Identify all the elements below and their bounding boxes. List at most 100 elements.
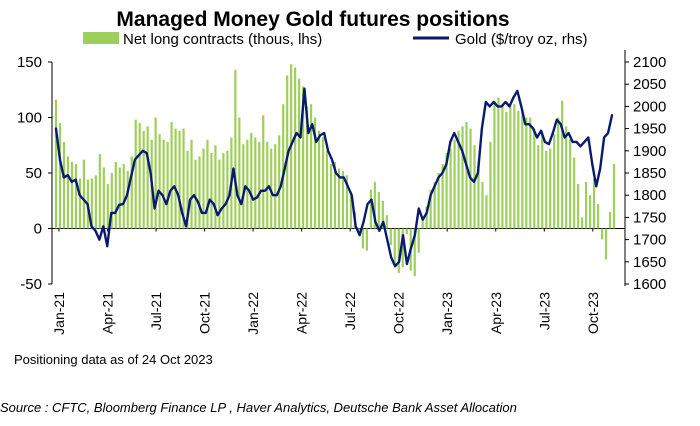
- net-long-bar: [218, 159, 221, 229]
- net-long-bar: [373, 181, 376, 229]
- net-long-bar: [433, 181, 436, 229]
- net-long-bar: [445, 153, 448, 229]
- net-long-bar: [505, 111, 508, 229]
- x-tick-label: Apr-23: [488, 292, 504, 334]
- net-long-bar: [130, 156, 133, 229]
- net-long-bar: [206, 139, 209, 229]
- net-long-bar: [485, 195, 488, 229]
- net-long-bars: [54, 64, 616, 277]
- net-long-bar: [70, 161, 74, 229]
- net-long-bar: [226, 150, 229, 229]
- x-tick-label: Jul-22: [342, 292, 358, 330]
- net-long-bar: [238, 117, 241, 229]
- net-long-bar: [417, 228, 420, 253]
- net-long-bar: [178, 130, 181, 229]
- net-long-bar: [377, 191, 380, 229]
- net-long-bar: [162, 139, 165, 229]
- net-long-bar: [561, 100, 564, 229]
- net-long-bar: [604, 228, 608, 260]
- net-long-bar: [78, 178, 82, 229]
- x-tick-label: Jan-23: [439, 292, 455, 335]
- net-long-bar: [381, 200, 384, 229]
- net-long-bar: [202, 148, 205, 229]
- net-long-bar: [94, 175, 97, 229]
- net-long-bar: [102, 167, 105, 229]
- net-long-bar: [62, 141, 66, 229]
- x-tick-label: Oct-23: [585, 292, 601, 334]
- net-long-bar: [449, 148, 452, 229]
- net-long-bar: [274, 144, 277, 229]
- net-long-bar: [313, 117, 317, 229]
- net-long-bar: [389, 228, 392, 246]
- net-long-bar: [282, 104, 285, 229]
- right-tick-label: 2000: [633, 98, 666, 115]
- net-long-bar: [134, 119, 137, 229]
- net-long-bar: [349, 195, 353, 229]
- x-tick-label: Oct-21: [197, 292, 213, 334]
- net-long-bar: [166, 141, 169, 229]
- net-long-bar: [186, 150, 189, 229]
- net-long-bar: [142, 130, 145, 229]
- net-long-bar: [477, 161, 480, 229]
- net-long-bar: [294, 67, 297, 229]
- net-long-bar: [146, 126, 149, 229]
- left-tick-label: 100: [17, 110, 42, 127]
- net-long-bar: [74, 164, 78, 229]
- net-long-bar: [58, 123, 62, 229]
- net-long-bar: [54, 99, 58, 229]
- net-long-bar: [222, 153, 225, 229]
- net-long-bar: [529, 117, 532, 229]
- net-long-bar: [413, 228, 416, 277]
- left-tick-label: 150: [17, 54, 42, 71]
- net-long-bar: [66, 156, 70, 229]
- net-long-bar: [537, 145, 540, 229]
- x-tick-label: Apr-21: [100, 292, 116, 334]
- net-long-bar: [429, 189, 432, 229]
- net-long-bar: [170, 121, 173, 229]
- x-tick-label: Oct-22: [391, 292, 407, 334]
- right-tick-label: 1650: [633, 254, 666, 271]
- x-tick-label: Jul-23: [536, 292, 552, 330]
- net-long-bar: [369, 189, 372, 229]
- x-tick-label: Apr-22: [294, 292, 310, 334]
- net-long-bar: [497, 97, 500, 229]
- net-long-bar: [126, 170, 129, 229]
- left-tick-label: -50: [20, 276, 42, 293]
- net-long-bar: [549, 148, 552, 229]
- net-long-bar: [258, 141, 261, 229]
- net-long-bar: [425, 206, 428, 229]
- net-long-bar: [612, 164, 616, 229]
- net-long-bar: [118, 167, 121, 229]
- chart-title: Managed Money Gold futures positions: [116, 8, 509, 31]
- net-long-bar: [122, 164, 125, 229]
- net-long-bar: [481, 181, 484, 229]
- net-long-bar: [266, 141, 269, 229]
- net-long-bar: [525, 117, 528, 229]
- net-long-bar: [553, 134, 556, 229]
- net-long-bar: [154, 117, 157, 229]
- net-long-bar: [365, 228, 368, 251]
- net-long-bar: [397, 228, 400, 273]
- net-long-bar: [262, 115, 265, 229]
- net-long-bar: [361, 228, 364, 249]
- net-long-bar: [585, 181, 588, 229]
- legend-label-line: Gold ($/troy oz, rhs): [455, 31, 588, 48]
- net-long-bar: [138, 123, 141, 229]
- left-tick-label: 50: [25, 165, 42, 182]
- net-long-bar: [114, 161, 117, 229]
- net-long-bar: [600, 228, 604, 240]
- net-long-bar: [581, 217, 584, 229]
- net-long-bar: [565, 126, 568, 229]
- net-long-bar: [234, 69, 237, 229]
- net-long-bar: [329, 164, 333, 229]
- net-long-bar: [473, 145, 476, 229]
- net-long-bar: [541, 130, 544, 229]
- right-tick-label: 2100: [633, 54, 666, 71]
- net-long-bar: [457, 130, 460, 229]
- net-long-bar: [337, 168, 341, 229]
- net-long-bar: [194, 159, 197, 229]
- net-long-bar: [441, 164, 444, 229]
- net-long-bar: [306, 106, 309, 229]
- legend-label-bars: Net long contracts (thous, lhs): [123, 31, 322, 48]
